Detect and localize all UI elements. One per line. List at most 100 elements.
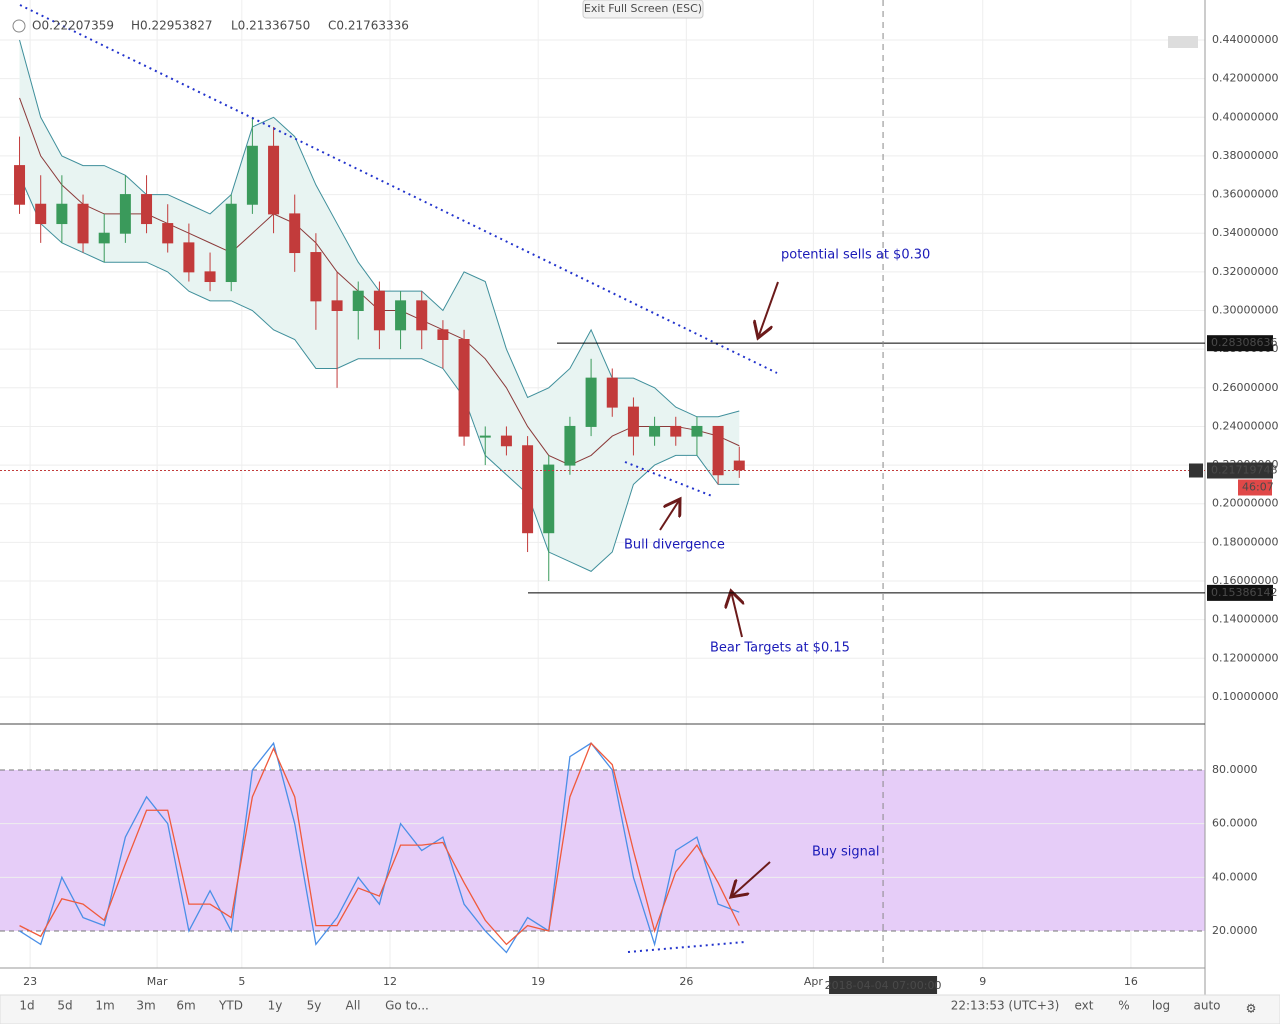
add-button[interactable] xyxy=(1189,463,1203,478)
x-tick-label: 9 xyxy=(979,975,986,988)
range-button[interactable]: 1y xyxy=(268,999,283,1013)
candle-body xyxy=(373,290,385,331)
arrow xyxy=(731,861,771,897)
candle-body xyxy=(35,203,47,225)
y-tick-label: 80.0000 xyxy=(1212,763,1258,776)
trend-line xyxy=(19,4,778,374)
y-tick-label: 0.34000000 xyxy=(1212,226,1278,239)
candle-body xyxy=(649,425,661,437)
grid xyxy=(0,0,1205,968)
stoch-band xyxy=(0,770,1205,931)
range-button[interactable]: All xyxy=(346,999,361,1013)
icon xyxy=(12,19,26,33)
candle-body xyxy=(479,435,491,438)
goto-button[interactable]: Go to... xyxy=(385,999,429,1013)
range-button[interactable]: 6m xyxy=(176,999,195,1013)
candle-body xyxy=(606,377,618,408)
annotation: Bear Targets at $0.15 xyxy=(710,641,850,656)
divergence-line xyxy=(627,941,746,953)
candle-body xyxy=(522,445,534,534)
plot xyxy=(14,39,745,954)
exit-label[interactable]: Exit Full Screen (ESC) xyxy=(584,2,702,15)
exit-button[interactable] xyxy=(582,0,704,19)
line xyxy=(19,741,740,954)
candle-body xyxy=(627,406,639,437)
y-tick-label: 0.24000000 xyxy=(1212,419,1278,432)
y-tick-label: 0.16000000 xyxy=(1212,574,1278,587)
band-line xyxy=(19,175,740,572)
candle-body xyxy=(310,252,322,302)
candle-body xyxy=(670,425,682,437)
option-button[interactable]: log xyxy=(1152,999,1170,1013)
candle-body xyxy=(437,329,449,340)
range-button[interactable]: 1d xyxy=(19,999,34,1013)
y-tick-label: 0.42000000 xyxy=(1212,72,1278,85)
last-marker xyxy=(1207,462,1273,479)
level-label: 0.28308636 xyxy=(1211,336,1277,349)
x-tick-label: 16 xyxy=(1124,975,1138,988)
candle-body xyxy=(416,300,428,331)
option-button[interactable]: auto xyxy=(1193,999,1220,1013)
y-tick-label: 60.0000 xyxy=(1212,817,1258,830)
x-tick-label: 19 xyxy=(531,975,545,988)
y-tick-label: 0.18000000 xyxy=(1212,535,1278,548)
range-button[interactable]: 5d xyxy=(57,999,72,1013)
y-tick-label: 0.36000000 xyxy=(1212,188,1278,201)
y-tick-label: 0.40000000 xyxy=(1212,110,1278,123)
line xyxy=(19,742,740,946)
candle-body xyxy=(246,145,258,205)
candle-body xyxy=(14,165,26,205)
range-button[interactable]: 3m xyxy=(136,999,155,1013)
countdown-marker xyxy=(1238,479,1272,496)
ohlc-value: L0.21336750 xyxy=(231,19,310,33)
x-tick-label: Mar xyxy=(147,975,168,988)
candle-body xyxy=(352,290,364,312)
candle-body xyxy=(289,213,301,254)
arrow xyxy=(758,281,779,338)
y-tick-label: 0.44000000 xyxy=(1212,33,1278,46)
y-tick-label: 0.14000000 xyxy=(1212,613,1278,626)
ohlc-value: H0.22953827 xyxy=(131,19,213,33)
level-marker xyxy=(1207,584,1273,601)
candle-body xyxy=(331,300,343,312)
candle-body xyxy=(77,203,89,244)
candle-body xyxy=(141,194,153,225)
y-tick-label: 0.30000000 xyxy=(1212,304,1278,317)
y-tick-label: 20.0000 xyxy=(1212,924,1258,937)
y-tick-label: 0.26000000 xyxy=(1212,381,1278,394)
candle-body xyxy=(162,223,174,244)
x-tick-label: 26 xyxy=(679,975,693,988)
y-tick-label: 0.38000000 xyxy=(1212,149,1278,162)
candle-body xyxy=(564,425,576,466)
candle-body xyxy=(395,300,407,331)
y-tick-label: 0.32000000 xyxy=(1212,265,1278,278)
x-tick-label: 5 xyxy=(238,975,245,988)
range-button[interactable]: YTD xyxy=(218,999,243,1013)
candle-body xyxy=(458,338,470,437)
last-label: 0.21719748 xyxy=(1211,463,1277,476)
y-tick-label: 0.10000000 xyxy=(1212,690,1278,703)
option-button[interactable]: ext xyxy=(1075,999,1094,1013)
candle-body xyxy=(691,425,703,437)
settings-icon[interactable]: ⚙ xyxy=(1246,1002,1257,1016)
toolbar xyxy=(0,994,1280,1024)
candle-body xyxy=(500,435,512,447)
clock: 22:13:53 (UTC+3) xyxy=(951,999,1060,1013)
annotation: potential sells at $0.30 xyxy=(781,248,930,263)
candle-body xyxy=(543,464,555,534)
candle-body xyxy=(98,232,110,244)
crosshair-label: 2018-04-04 07:00:00 xyxy=(825,979,942,992)
level-label: 0.15386142 xyxy=(1211,586,1277,599)
y-tick-label: 0.20000000 xyxy=(1212,497,1278,510)
candle-body xyxy=(183,242,195,273)
range-button[interactable]: 5y xyxy=(307,999,322,1013)
annotation: Bull divergence xyxy=(624,538,725,553)
candle-body xyxy=(268,145,280,215)
candle-body xyxy=(204,271,216,283)
candle-body xyxy=(225,203,237,283)
range-button[interactable]: 1m xyxy=(95,999,114,1013)
option-button[interactable]: % xyxy=(1118,999,1129,1013)
icon[interactable] xyxy=(1168,36,1198,48)
